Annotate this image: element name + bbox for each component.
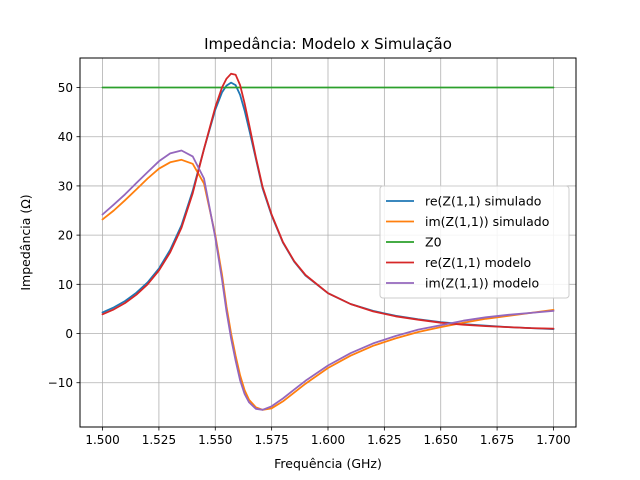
legend-label: re(Z(1,1) modelo <box>425 255 531 270</box>
series-line-5 <box>101 149 555 411</box>
grid <box>80 58 576 427</box>
y-tick-label: 20 <box>58 229 73 243</box>
chart-title: Impedância: Modelo x Simulação <box>204 35 452 53</box>
x-tick-label: 1.700 <box>536 433 570 447</box>
legend-label: im(Z(1,1)) simulado <box>425 214 549 229</box>
series-line-2 <box>101 158 555 411</box>
legend-label: Z0 <box>425 235 442 250</box>
series-line-4 <box>101 72 555 330</box>
y-tick-label: −10 <box>48 376 73 390</box>
y-tick-label: 40 <box>58 130 73 144</box>
legend-box <box>379 185 570 299</box>
x-tick-label: 1.650 <box>424 433 458 447</box>
legend-label: im(Z(1,1)) modelo <box>425 276 539 291</box>
legend: re(Z(1,1) simulado im(Z(1,1)) simulado Z0 r… <box>379 185 570 299</box>
y-tick-label: 0 <box>65 327 73 341</box>
x-axis-label: Frequência (GHz) <box>274 456 382 471</box>
series-lines <box>101 72 555 411</box>
y-axis-label: Impedância (Ω) <box>18 194 33 290</box>
y-tick-label: 10 <box>58 278 73 292</box>
x-tick-label: 1.600 <box>311 433 345 447</box>
x-tick-label: 1.675 <box>480 433 514 447</box>
x-tick-label: 1.575 <box>254 433 288 447</box>
legend-label: re(Z(1,1) simulado <box>425 194 541 209</box>
y-axis-ticks: −10 0 10 20 30 40 50 <box>48 81 80 390</box>
x-tick-label: 1.500 <box>85 433 119 447</box>
x-tick-label: 1.525 <box>142 433 176 447</box>
x-tick-label: 1.550 <box>198 433 232 447</box>
y-tick-label: 50 <box>58 81 73 95</box>
x-axis-ticks: 1.500 1.525 1.550 1.575 1.600 1.625 1.650 1.675… <box>85 427 571 447</box>
y-tick-label: 30 <box>58 179 73 193</box>
x-tick-label: 1.625 <box>367 433 401 447</box>
